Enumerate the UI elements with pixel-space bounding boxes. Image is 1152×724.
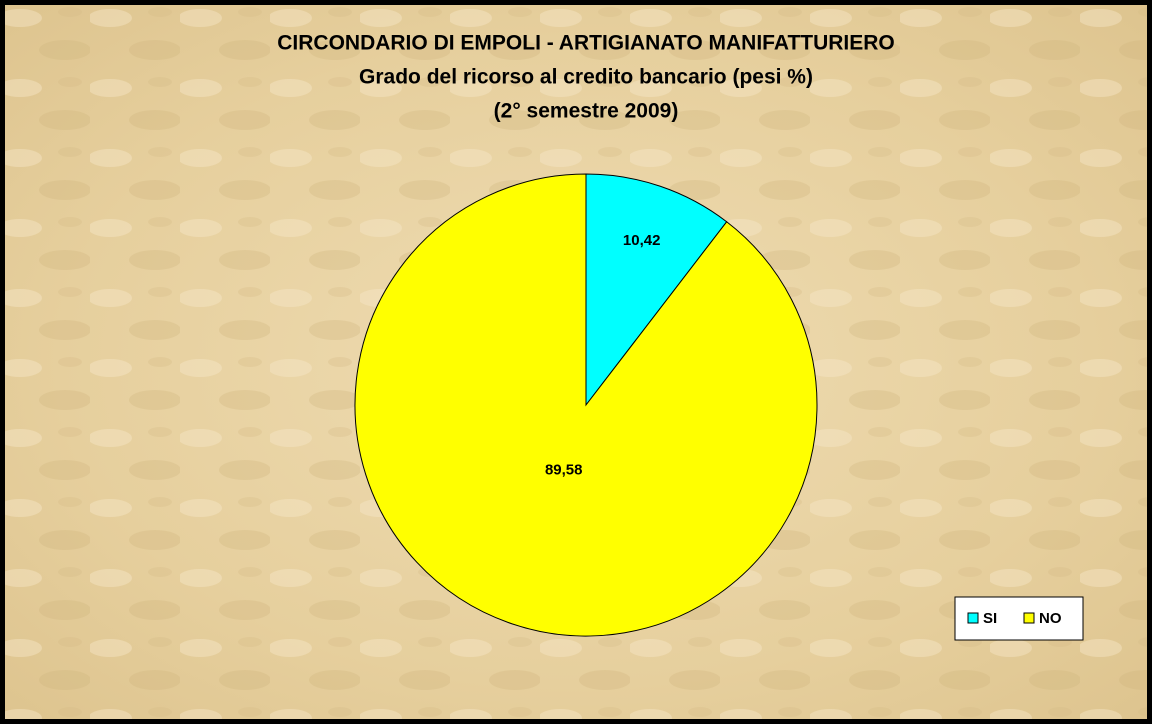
chart-subtitle: (2° semestre 2009) <box>494 100 679 123</box>
legend-label: NO <box>1039 610 1062 627</box>
chart-title: CIRCONDARIO DI EMPOLI - ARTIGIANATO MANI… <box>277 32 895 55</box>
legend-swatch <box>1023 612 1035 624</box>
pie-slice <box>585 173 728 407</box>
data-label: 89,58 <box>545 462 583 479</box>
chart-subtitle: Grado del ricorso al credito bancario (p… <box>359 66 813 89</box>
pie-slice <box>354 173 818 637</box>
data-label: 10,42 <box>623 232 661 249</box>
legend-label: SI <box>983 610 997 627</box>
legend-swatch <box>967 612 979 624</box>
